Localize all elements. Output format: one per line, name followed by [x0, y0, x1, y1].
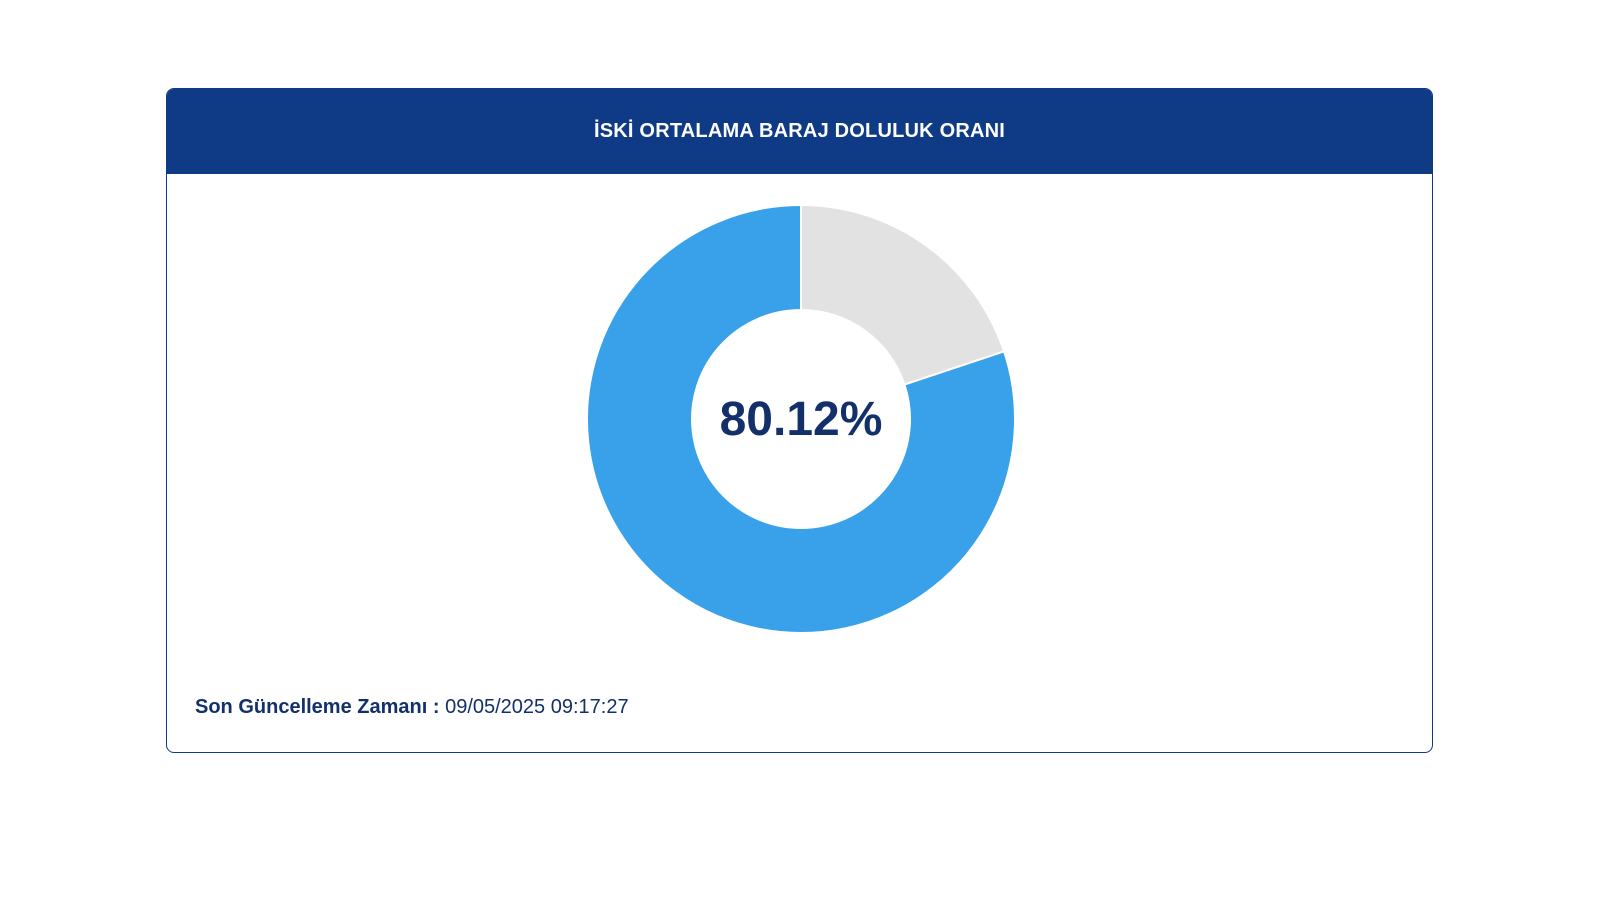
last-update: Son Güncelleme Zamanı : 09/05/2025 09:17… [195, 696, 629, 719]
slice-filled [586, 204, 1016, 634]
dam-occupancy-card: İSKİ ORTALAMA BARAJ DOLULUK ORANI 80.12%… [166, 88, 1433, 753]
donut-chart-svg [586, 204, 1016, 634]
last-update-label: Son Güncelleme Zamanı : [195, 696, 440, 718]
donut-chart: 80.12% [586, 204, 1016, 634]
slice-empty [800, 204, 1006, 386]
card-title: İSKİ ORTALAMA BARAJ DOLULUK ORANI [593, 120, 1006, 142]
last-update-value: 09/05/2025 09:17:27 [445, 696, 629, 718]
card-header: İSKİ ORTALAMA BARAJ DOLULUK ORANI [167, 89, 1432, 174]
